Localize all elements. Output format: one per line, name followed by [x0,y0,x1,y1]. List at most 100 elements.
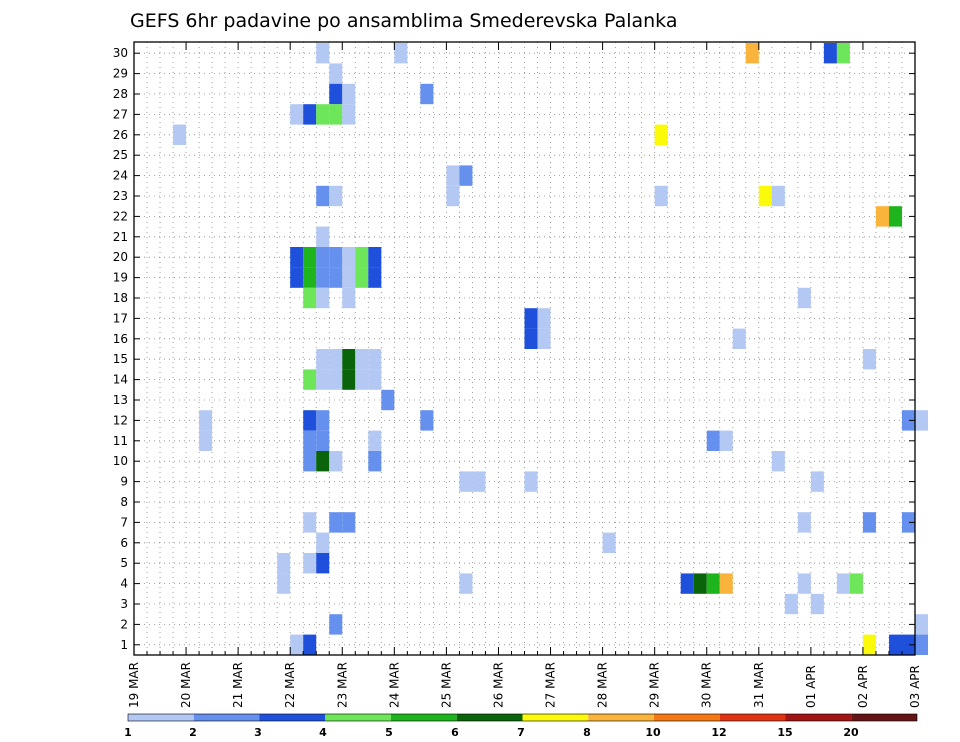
heatmap-cell [355,369,369,390]
heatmap-cell [368,247,382,268]
heatmap-cell [303,634,317,655]
heatmap-cell [368,369,382,390]
heatmap-cell [602,532,616,553]
heatmap-cell [303,430,317,451]
heatmap-cell [303,553,317,574]
heatmap-cell [316,553,330,574]
heatmap-cell [342,104,356,125]
heatmap-cell [316,451,330,472]
heatmap-cell [797,512,811,533]
heatmap-cell [862,634,876,655]
heatmap-cell [862,512,876,533]
legend-tick-label: 7 [517,726,525,739]
legend-swatch [851,714,917,721]
heatmap-cell [316,369,330,390]
y-tick-label: 5 [120,556,128,570]
y-tick-label: 2 [120,617,128,631]
heatmap-cell [823,43,837,64]
heatmap-cell [316,267,330,288]
heatmap-cell [316,185,330,207]
legend-swatch [654,714,720,721]
x-tick-label: 22 MAR [283,662,297,708]
heatmap-cell [537,308,551,329]
heatmap-cell [290,634,304,655]
y-axis-ticks: 1234567891011121314151617181920212223242… [113,46,915,652]
legend-tick-label: 8 [583,726,591,739]
heatmap-cell [342,512,356,533]
legend-swatch [456,714,523,721]
heatmap-cell [355,247,369,268]
heatmap-cell [459,471,473,492]
y-tick-label: 15 [113,352,128,366]
x-tick-label: 29 MAR [648,662,662,708]
heatmap-cell [290,267,304,288]
heatmap-cell [368,349,382,370]
heatmap-cell [836,43,850,64]
heatmap-cell [524,308,538,329]
heatmap-cell [303,267,317,288]
heatmap-cell [342,287,356,309]
heatmap-cell [329,63,343,84]
x-tick-label: 02 APR [856,665,870,708]
x-tick-label: 21 MAR [231,662,245,708]
heatmap-cell [329,267,343,288]
heatmap-cell [316,532,330,553]
heatmap-cell [342,267,356,288]
heatmap-cell [199,430,213,451]
legend-swatch [193,714,260,721]
heatmap-cell [316,287,330,309]
heatmap-cell [342,83,356,105]
heatmap-cell [316,104,330,125]
y-tick-label: 14 [113,373,128,387]
heatmap-cell [524,471,538,492]
y-tick-label: 19 [113,271,128,285]
heatmap-cell [290,104,304,125]
heatmap-cell [329,614,343,635]
heatmap-cell [368,267,382,288]
y-tick-label: 22 [113,209,128,223]
heatmap-cell [862,349,876,370]
legend-tick-label: 2 [189,726,197,739]
heatmap-cell [901,512,915,533]
y-tick-label: 6 [120,536,128,550]
y-tick-label: 29 [113,67,128,81]
heatmap-cell [420,83,434,105]
y-tick-label: 12 [113,413,128,427]
x-tick-label: 28 MAR [596,662,610,708]
legend-swatch [259,714,326,721]
heatmap-cell [849,573,863,594]
y-tick-label: 20 [113,250,128,264]
heatmap-cell [316,43,330,64]
heatmap-cell [342,369,356,390]
heatmap-cell [173,124,187,145]
y-tick-label: 1 [120,638,128,652]
legend-swatch [785,714,852,721]
x-tick-label: 25 MAR [439,662,453,708]
y-tick-label: 24 [113,169,128,183]
heatmap-cell [836,573,850,594]
legend-swatch [719,714,786,721]
heatmap-cell [810,593,824,615]
heatmap-cell [784,593,798,615]
heatmap-cell [316,247,330,268]
y-tick-label: 25 [113,148,128,162]
x-tick-label: 19 MAR [127,662,141,708]
y-tick-label: 28 [113,87,128,101]
heatmap-cell [316,410,330,431]
heatmap-cell [797,287,811,309]
legend-tick-label: 5 [385,726,393,739]
heatmap-cell [342,247,356,268]
heatmap-cell [277,573,291,594]
heatmap-cell [654,185,668,207]
y-tick-label: 26 [113,128,128,142]
heatmap-cell [199,410,213,431]
y-tick-label: 13 [113,393,128,407]
heatmap-cell [420,410,434,431]
legend-tick-label: 10 [645,726,661,739]
heatmap-cell [459,573,473,594]
x-tick-label: 26 MAR [491,662,505,708]
legend-tick-label: 6 [451,726,459,739]
heatmap-cell [303,512,317,533]
heatmap-cell [329,247,343,268]
